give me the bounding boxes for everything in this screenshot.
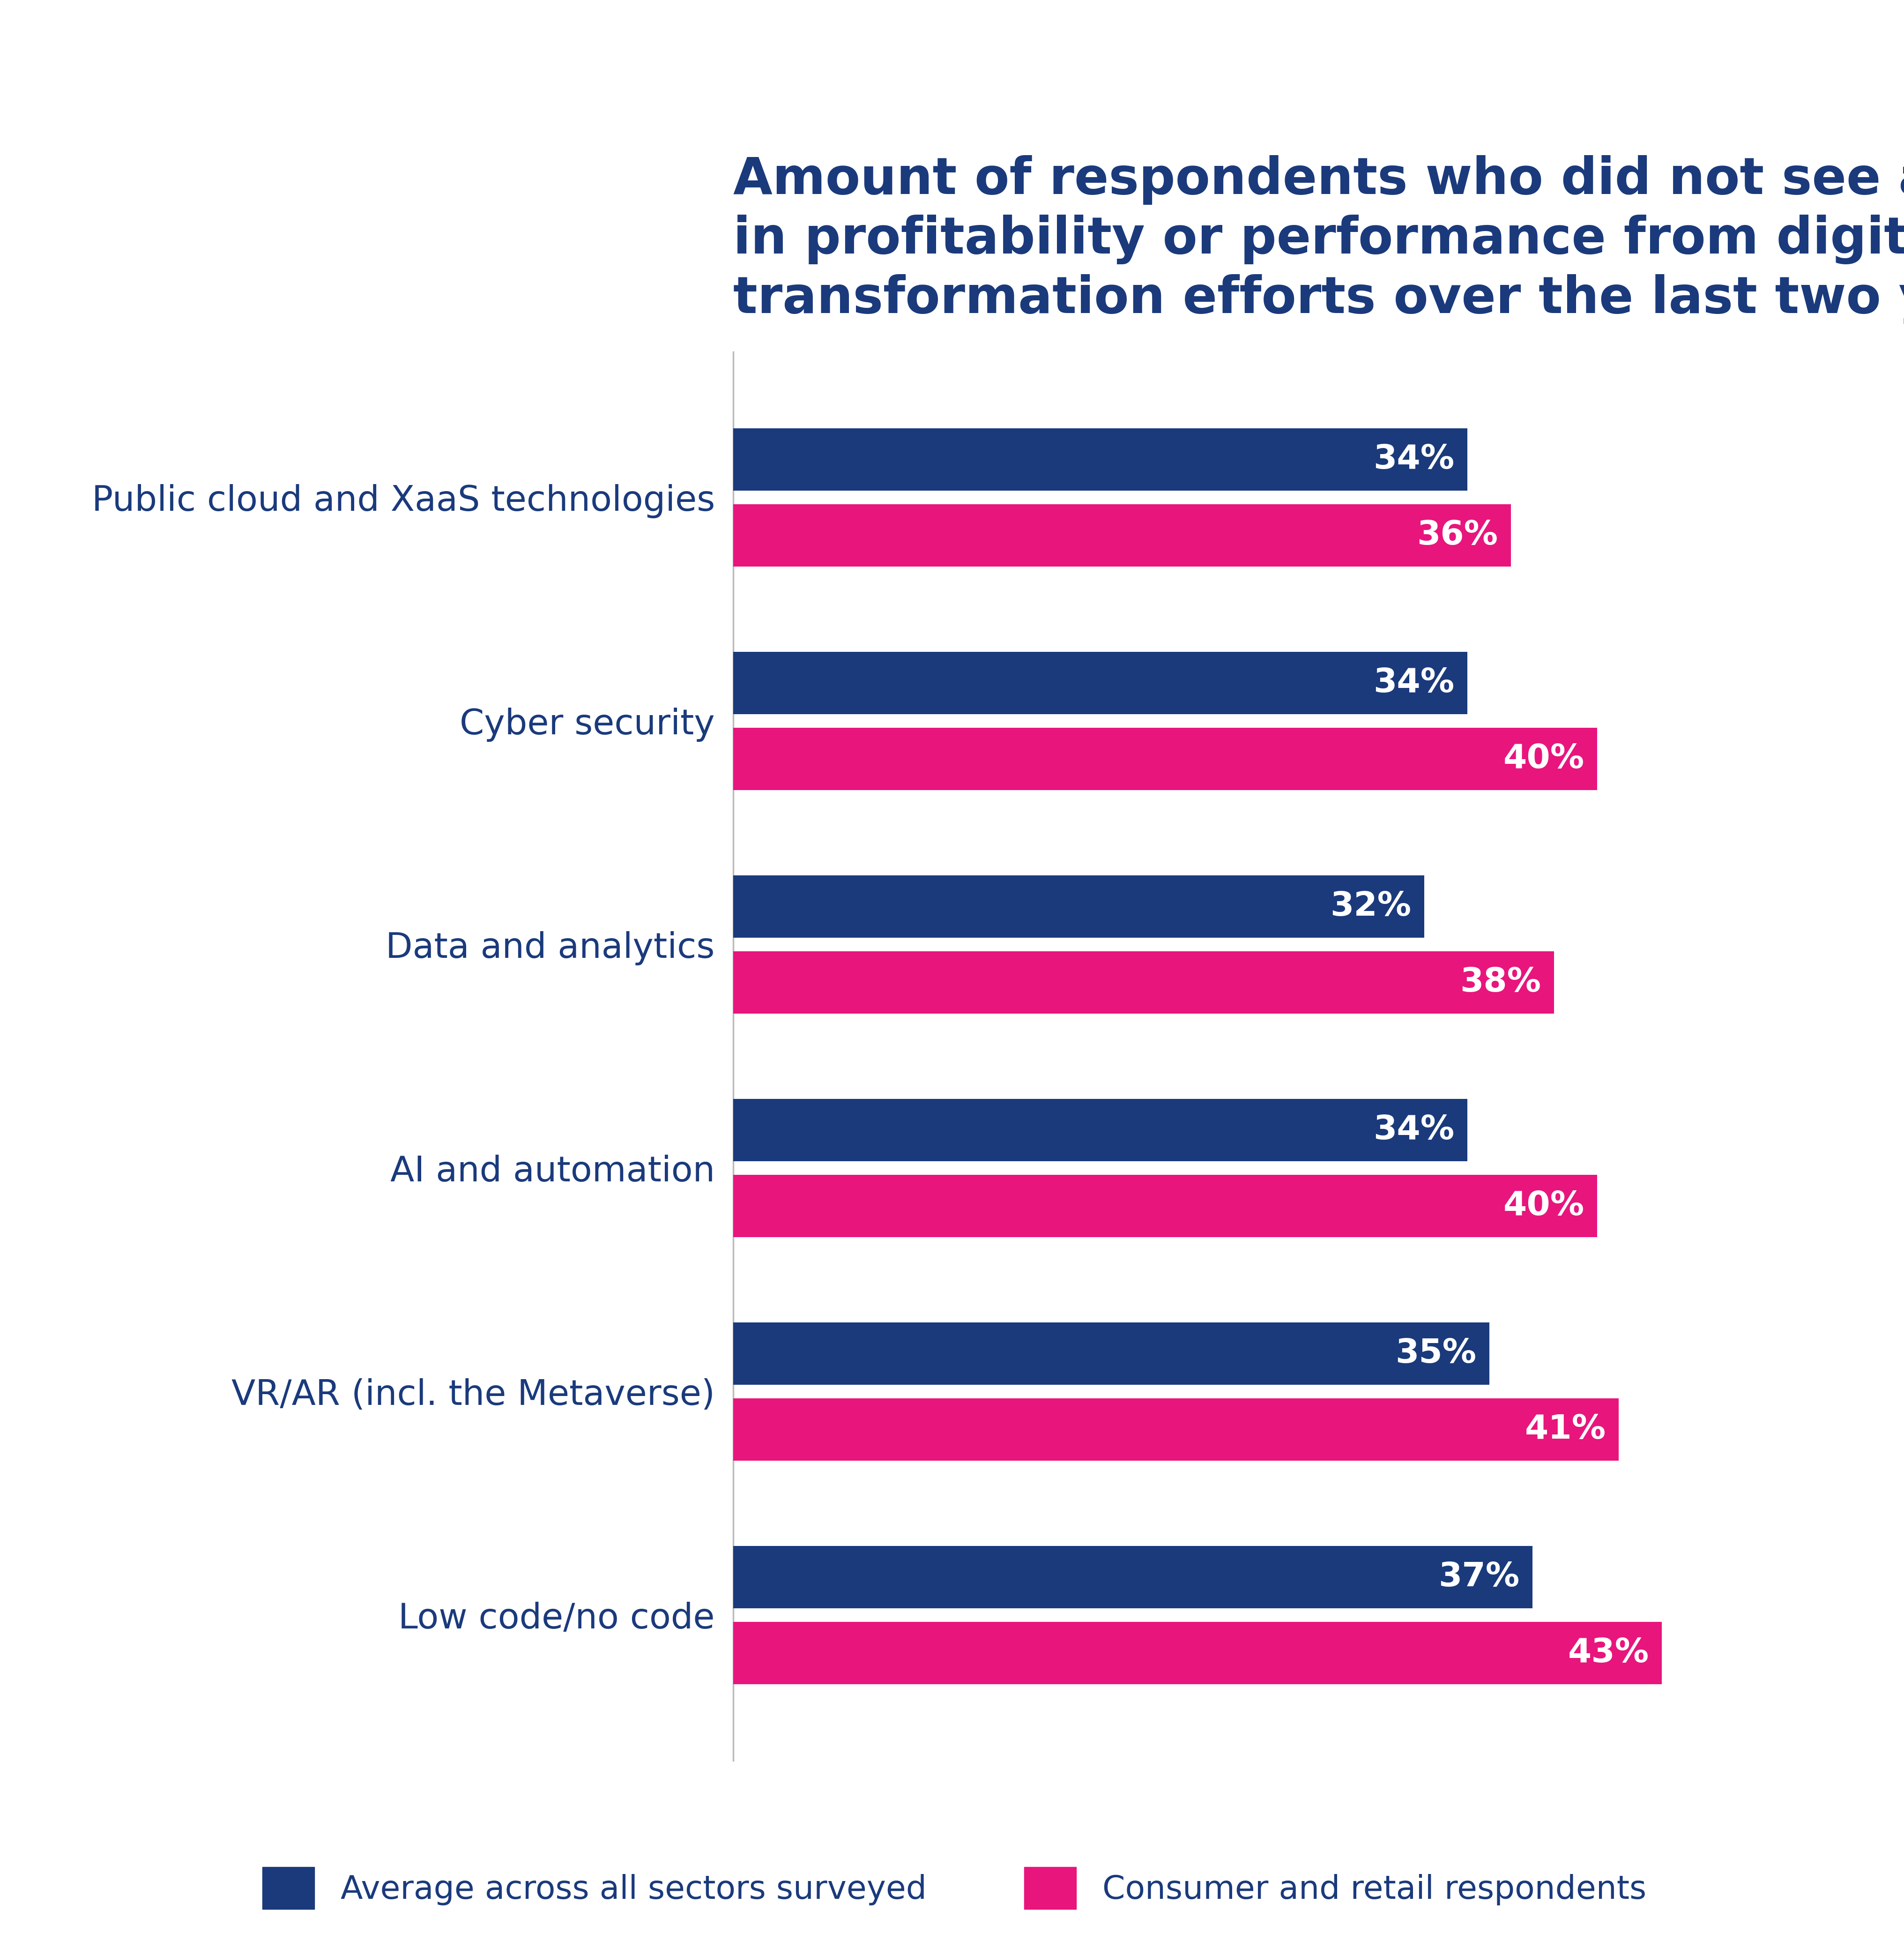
Legend: Average across all sectors surveyed, Consumer and retail respondents: Average across all sectors surveyed, Con… bbox=[249, 1854, 1658, 1923]
Bar bbox=[733, 428, 1468, 491]
Text: 34%: 34% bbox=[1373, 444, 1455, 475]
Text: 32%: 32% bbox=[1331, 890, 1411, 923]
Bar bbox=[733, 505, 1510, 567]
Bar bbox=[733, 1176, 1597, 1238]
Text: Amount of respondents who did not see an increase
in profitability or performanc: Amount of respondents who did not see an… bbox=[733, 155, 1904, 325]
Text: 40%: 40% bbox=[1502, 1189, 1584, 1222]
Bar bbox=[733, 874, 1424, 937]
Text: 43%: 43% bbox=[1567, 1637, 1649, 1668]
Bar bbox=[733, 651, 1468, 714]
Text: 36%: 36% bbox=[1417, 518, 1498, 552]
Text: 35%: 35% bbox=[1396, 1338, 1476, 1369]
Bar bbox=[733, 728, 1597, 790]
Text: 40%: 40% bbox=[1502, 743, 1584, 775]
Text: 38%: 38% bbox=[1460, 966, 1540, 1000]
Bar bbox=[733, 1322, 1489, 1385]
Text: 34%: 34% bbox=[1373, 1113, 1455, 1146]
Bar bbox=[733, 1399, 1618, 1461]
Text: 37%: 37% bbox=[1438, 1561, 1519, 1594]
Bar bbox=[733, 951, 1554, 1013]
Bar bbox=[733, 1622, 1662, 1684]
Bar bbox=[733, 1099, 1468, 1162]
Text: 34%: 34% bbox=[1373, 667, 1455, 698]
Text: 41%: 41% bbox=[1525, 1414, 1605, 1445]
Bar bbox=[733, 1545, 1533, 1608]
